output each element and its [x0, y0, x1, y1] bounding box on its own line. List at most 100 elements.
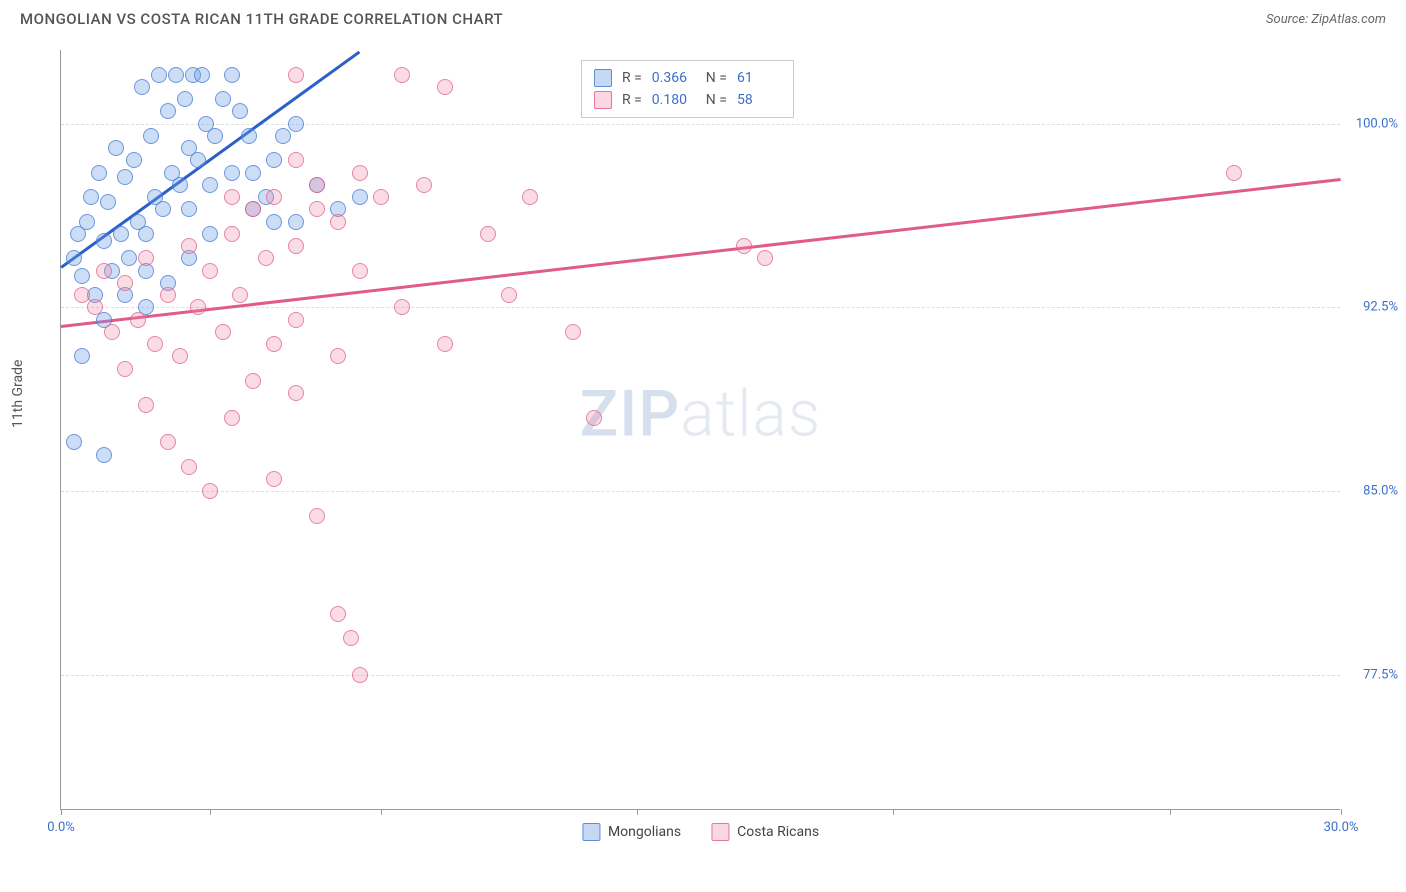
data-point-costa-rican	[330, 606, 346, 622]
legend-stats-row-1: R = 0.366 N = 61	[594, 67, 781, 89]
swatch-pink-icon	[711, 823, 729, 841]
data-point-costa-rican	[757, 250, 773, 266]
data-point-costa-rican	[266, 189, 282, 205]
stat-n-val-1: 61	[737, 70, 781, 86]
data-point-mongolian	[224, 165, 240, 181]
data-point-mongolian	[134, 79, 150, 95]
x-tick	[1170, 809, 1171, 815]
data-point-costa-rican	[330, 214, 346, 230]
data-point-costa-rican	[309, 201, 325, 217]
data-point-costa-rican	[736, 238, 752, 254]
data-point-costa-rican	[224, 226, 240, 242]
y-tick-label: 100.0%	[1356, 116, 1398, 131]
data-point-costa-rican	[224, 410, 240, 426]
data-point-costa-rican	[437, 79, 453, 95]
legend-stats-row-2: R = 0.180 N = 58	[594, 89, 781, 111]
legend-item-costa-ricans: Costa Ricans	[711, 823, 819, 841]
data-point-costa-rican	[224, 189, 240, 205]
data-point-mongolian	[126, 152, 142, 168]
data-point-mongolian	[181, 201, 197, 217]
data-point-costa-rican	[343, 630, 359, 646]
data-point-costa-rican	[147, 336, 163, 352]
stat-r-val-1: 0.366	[652, 70, 696, 86]
stat-r-val-2: 0.180	[652, 92, 696, 108]
swatch-blue-icon	[594, 69, 612, 87]
data-point-mongolian	[288, 214, 304, 230]
chart-title: MONGOLIAN VS COSTA RICAN 11TH GRADE CORR…	[20, 10, 503, 28]
data-point-mongolian	[224, 67, 240, 83]
data-point-mongolian	[202, 177, 218, 193]
data-point-costa-rican	[501, 287, 517, 303]
data-point-mongolian	[74, 268, 90, 284]
data-point-costa-rican	[394, 67, 410, 83]
stat-n-label: N =	[706, 70, 727, 86]
data-point-costa-rican	[87, 299, 103, 315]
data-point-mongolian	[288, 116, 304, 132]
x-tick	[61, 809, 62, 815]
data-point-costa-rican	[96, 263, 112, 279]
x-tick	[637, 809, 638, 815]
swatch-pink-icon	[594, 91, 612, 109]
data-point-costa-rican	[74, 287, 90, 303]
data-point-mongolian	[151, 67, 167, 83]
gridline	[61, 675, 1340, 676]
data-point-costa-rican	[309, 177, 325, 193]
data-point-costa-rican	[330, 348, 346, 364]
data-point-mongolian	[100, 194, 116, 210]
data-point-mongolian	[66, 434, 82, 450]
data-point-mongolian	[96, 233, 112, 249]
data-point-costa-rican	[266, 471, 282, 487]
data-point-costa-rican	[288, 238, 304, 254]
data-point-costa-rican	[202, 263, 218, 279]
data-point-mongolian	[138, 226, 154, 242]
data-point-mongolian	[66, 250, 82, 266]
trend-line-costa-ricans	[61, 177, 1341, 327]
legend-stats-box: R = 0.366 N = 61 R = 0.180 N = 58	[581, 60, 794, 118]
data-point-mongolian	[177, 91, 193, 107]
data-point-costa-rican	[565, 324, 581, 340]
data-point-costa-rican	[190, 299, 206, 315]
y-tick-label: 92.5%	[1363, 300, 1398, 315]
chart-source: Source: ZipAtlas.com	[1266, 12, 1386, 27]
data-point-costa-rican	[172, 348, 188, 364]
data-point-mongolian	[266, 152, 282, 168]
stat-n-label-2: N =	[706, 92, 727, 108]
y-tick-label: 85.0%	[1363, 484, 1398, 499]
data-point-mongolian	[275, 128, 291, 144]
data-point-mongolian	[266, 214, 282, 230]
data-point-costa-rican	[181, 238, 197, 254]
data-point-mongolian	[172, 177, 188, 193]
data-point-mongolian	[96, 447, 112, 463]
data-point-mongolian	[245, 165, 261, 181]
data-point-mongolian	[194, 67, 210, 83]
data-point-costa-rican	[352, 667, 368, 683]
data-point-costa-rican	[522, 189, 538, 205]
data-point-mongolian	[207, 128, 223, 144]
data-point-costa-rican	[586, 410, 602, 426]
data-point-costa-rican	[288, 385, 304, 401]
data-point-mongolian	[241, 128, 257, 144]
data-point-costa-rican	[309, 508, 325, 524]
x-tick	[210, 809, 211, 815]
data-point-mongolian	[232, 103, 248, 119]
data-point-costa-rican	[117, 361, 133, 377]
stat-r-label-2: R =	[622, 92, 642, 108]
data-point-mongolian	[79, 214, 95, 230]
data-point-costa-rican	[266, 336, 282, 352]
stat-r-label: R =	[622, 70, 642, 86]
chart-container: ZIPatlas R = 0.366 N = 61 R = 0.180 N = …	[50, 50, 1386, 830]
data-point-costa-rican	[480, 226, 496, 242]
bottom-legend: Mongolians Costa Ricans	[582, 823, 819, 841]
gridline	[61, 307, 1340, 308]
data-point-mongolian	[168, 67, 184, 83]
data-point-costa-rican	[181, 459, 197, 475]
data-point-costa-rican	[104, 324, 120, 340]
data-point-costa-rican	[138, 250, 154, 266]
gridline	[61, 491, 1340, 492]
plot-area: ZIPatlas R = 0.366 N = 61 R = 0.180 N = …	[60, 50, 1340, 810]
data-point-costa-rican	[352, 263, 368, 279]
data-point-costa-rican	[160, 434, 176, 450]
data-point-mongolian	[108, 140, 124, 156]
data-point-mongolian	[143, 128, 159, 144]
legend-label-2: Costa Ricans	[737, 824, 819, 840]
